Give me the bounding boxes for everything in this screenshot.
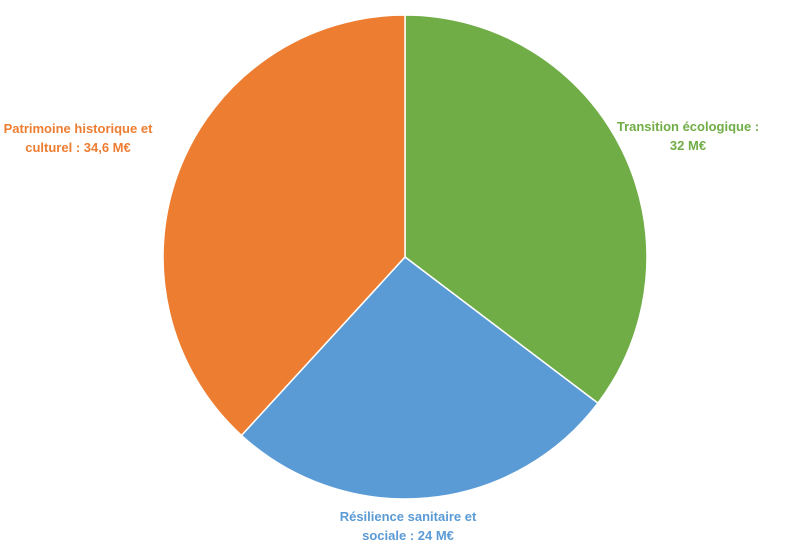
slice-label-patrimoine-historique: Patrimoine historique et culturel : 34,6…: [0, 119, 156, 157]
slice-label-line: Résilience sanitaire et: [339, 509, 477, 524]
slice-label-transition-ecologique: Transition écologique : 32 M€: [598, 117, 778, 155]
slice-label-line: culturel : 34,6 M€: [25, 140, 131, 155]
slice-label-line: sociale : 24 M€: [362, 528, 454, 543]
slice-label-resilience-sanitaire: Résilience sanitaire et sociale : 24 M€: [318, 507, 498, 545]
slice-label-line: Patrimoine historique et: [3, 121, 153, 136]
slice-label-line: 32 M€: [669, 138, 707, 153]
slice-transition-ecologique: [404, 14, 648, 404]
slice-resilience-sanitaire: [240, 256, 599, 500]
slice-label-line: Transition écologique :: [616, 119, 760, 134]
slice-patrimoine-historique: [162, 14, 406, 437]
